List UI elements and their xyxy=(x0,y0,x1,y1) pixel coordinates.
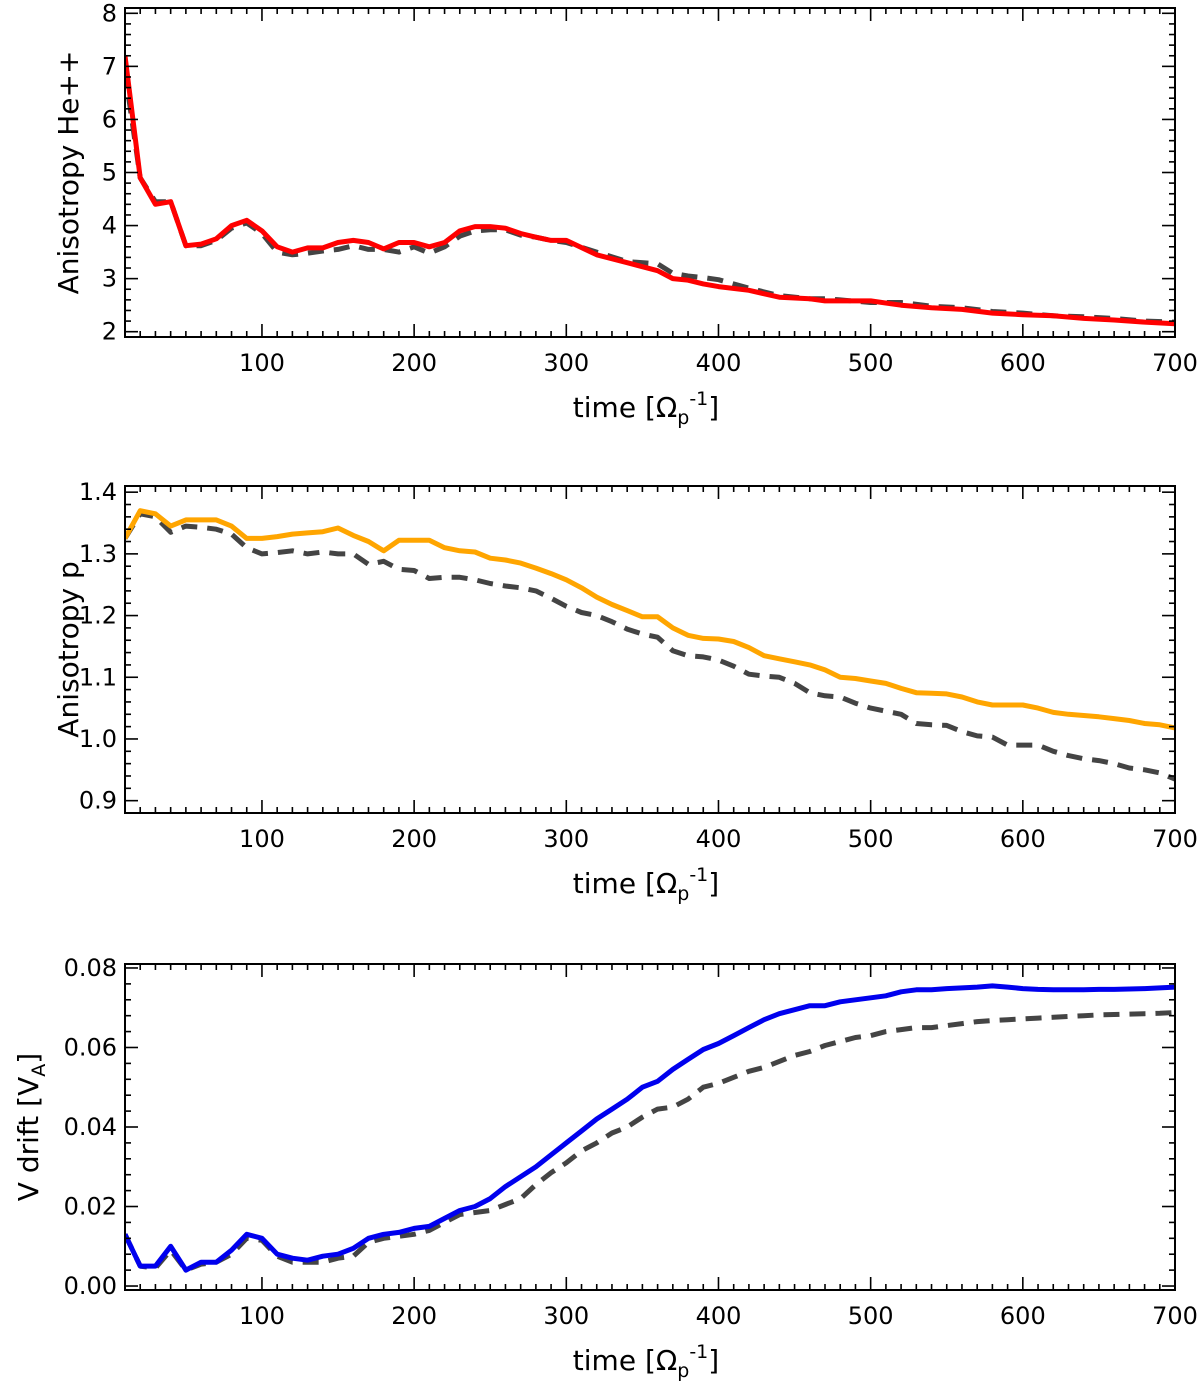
x-tick-label: 100 xyxy=(239,825,285,853)
y-tick-label: 0.04 xyxy=(64,1113,117,1141)
x-tick-label: 600 xyxy=(1000,349,1046,377)
x-tick-label: 600 xyxy=(1000,1302,1046,1330)
drift-velocity-reference-line xyxy=(125,1010,1175,1273)
y-tick-label: 1.0 xyxy=(79,725,117,753)
x-tick-label: 400 xyxy=(696,1302,742,1330)
helium-anisotropy-x-axis-label: time [Ωp-1] xyxy=(573,388,719,429)
x-tick-label: 500 xyxy=(848,825,894,853)
proton-anisotropy-panel: 100 200 300 400 500 600 700 0.9 1.0 1.1 1.2 1.3 1.4 t… xyxy=(52,478,1198,905)
drift-velocity-axes-frame xyxy=(124,963,1176,1291)
x-tick-label: 700 xyxy=(1152,1302,1198,1330)
y-tick-label: 0.02 xyxy=(64,1193,117,1221)
y-tick-label: 1.4 xyxy=(79,478,117,506)
x-tick-label: 300 xyxy=(543,1302,589,1330)
x-tick-label: 200 xyxy=(391,1302,437,1330)
y-tick-label: 4 xyxy=(102,212,117,240)
helium-anisotropy-ticks xyxy=(124,8,1176,337)
drift-velocity-x-axis-label: time [Ωp-1] xyxy=(573,1341,719,1382)
helium-anisotropy-y-axis-label: Anisotropy He++ xyxy=(52,51,85,295)
y-tick-label: 1.3 xyxy=(79,540,117,568)
y-tick-label: 8 xyxy=(102,0,117,27)
y-tick-label: 0.9 xyxy=(79,787,117,815)
y-tick-label: 6 xyxy=(102,105,117,133)
x-tick-label: 200 xyxy=(391,825,437,853)
x-tick-label: 100 xyxy=(239,349,285,377)
proton-anisotropy-ticks xyxy=(124,486,1176,814)
x-tick-label: 400 xyxy=(696,825,742,853)
x-tick-label: 700 xyxy=(1152,349,1198,377)
y-tick-label: 3 xyxy=(102,265,117,293)
y-tick-label: 7 xyxy=(102,52,117,80)
helium-anisotropy-panel: 100 200 300 400 500 600 700 2 3 4 5 6 7 8 time [Ωp-1] A… xyxy=(52,0,1198,429)
x-tick-label: 200 xyxy=(391,349,437,377)
x-tick-label: 500 xyxy=(848,1302,894,1330)
x-tick-label: 300 xyxy=(543,825,589,853)
drift-velocity-y-axis-label: V drift [VA] xyxy=(12,1053,50,1201)
y-tick-label: 0.06 xyxy=(64,1033,117,1061)
y-tick-label: 2 xyxy=(102,318,117,346)
proton-anisotropy-y-axis-label: Anisotropy p xyxy=(52,561,85,737)
proton-anisotropy-primary-line xyxy=(125,508,1175,731)
proton-anisotropy-axes-frame xyxy=(124,485,1176,814)
y-tick-label: 0.08 xyxy=(64,954,117,982)
proton-anisotropy-reference-line xyxy=(125,511,1175,782)
x-tick-label: 600 xyxy=(1000,825,1046,853)
x-tick-label: 100 xyxy=(239,1302,285,1330)
drift-velocity-primary-line xyxy=(125,983,1175,1273)
x-tick-label: 400 xyxy=(696,349,742,377)
proton-anisotropy-x-axis-label: time [Ωp-1] xyxy=(573,864,719,905)
helium-anisotropy-axes-frame xyxy=(124,7,1176,338)
y-tick-label: 5 xyxy=(102,159,117,187)
y-tick-label: 1.2 xyxy=(79,602,117,630)
y-tick-label: 0.00 xyxy=(64,1272,117,1300)
x-tick-label: 300 xyxy=(543,349,589,377)
x-tick-label: 500 xyxy=(848,349,894,377)
y-tick-label: 1.1 xyxy=(79,663,117,691)
helium-anisotropy-primary-line xyxy=(125,55,1175,327)
helium-anisotropy-reference-line xyxy=(125,71,1175,325)
drift-velocity-ticks xyxy=(124,964,1176,1290)
drift-velocity-panel: 100 200 300 400 500 600 700 0.00 0.02 0.04 0.06 0.0… xyxy=(12,954,1198,1382)
x-tick-label: 700 xyxy=(1152,825,1198,853)
